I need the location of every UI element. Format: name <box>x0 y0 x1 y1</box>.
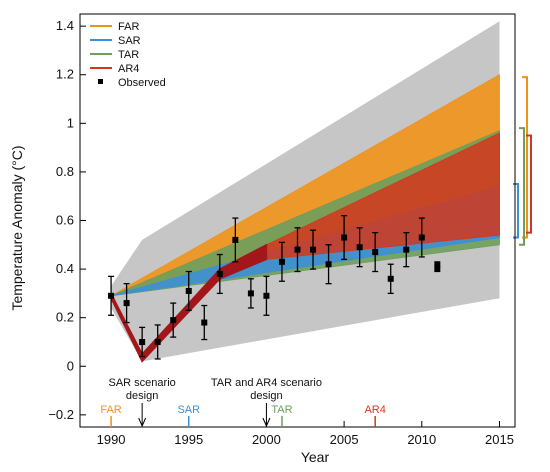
y-axis-label: Temperature Anomaly (°C) <box>9 145 25 310</box>
observed-point <box>201 319 208 326</box>
x-tick-label: 2015 <box>485 432 514 447</box>
legend-label-tar: TAR <box>118 49 139 61</box>
range-bar-tar <box>519 127 525 246</box>
y-tick-label: 0 <box>67 358 74 373</box>
y-tick-label: 1 <box>67 115 74 130</box>
y-tick-label: 0.8 <box>56 164 74 179</box>
observed-point <box>123 300 130 307</box>
x-tick-label: 1990 <box>97 432 126 447</box>
observed-point <box>325 261 332 268</box>
y-tick-label: 1.2 <box>56 67 74 82</box>
observed-point <box>232 236 239 243</box>
observed-point <box>263 292 270 299</box>
observed-point <box>108 292 115 299</box>
y-tick-label: −0.2 <box>48 407 74 422</box>
y-tick-label: 0.6 <box>56 213 74 228</box>
annotation-arrow-head <box>138 417 147 428</box>
y-tick-label: 0.4 <box>56 261 74 276</box>
legend-label-sar: SAR <box>118 35 141 47</box>
y-tick-label: 0.2 <box>56 310 74 325</box>
observed-point <box>247 290 254 297</box>
report-marker-label-far: FAR <box>100 404 121 416</box>
observed-points-layer <box>108 214 441 360</box>
x-tick-label: 2010 <box>407 432 436 447</box>
legend-label-far: FAR <box>118 21 139 33</box>
observed-point <box>434 261 441 268</box>
x-tick-label: 1995 <box>174 432 203 447</box>
observed-point <box>418 234 425 241</box>
observed-point <box>356 244 363 251</box>
legend-label-ar4: AR4 <box>118 63 139 75</box>
observed-point <box>185 287 192 294</box>
observed-point <box>310 246 317 253</box>
observed-point <box>294 246 301 253</box>
projection-band-ar4 <box>111 133 500 362</box>
x-tick-label: 2005 <box>330 432 359 447</box>
report-marker-label-tar: TAR <box>271 404 292 416</box>
range-bar-ar4 <box>526 134 532 234</box>
annotation-arrow-head <box>262 417 271 428</box>
legend: FAR SAR TAR AR4 Observed <box>90 21 166 89</box>
observed-point <box>387 275 394 282</box>
observed-point <box>278 258 285 265</box>
observed-point <box>154 338 161 345</box>
axes-layer: 1990 1995 2000 2005 2010 2015 −0.2 0 0.2 0.4 0.6 0.… <box>48 13 516 447</box>
legend-swatch-observed <box>98 79 103 84</box>
annotation-tar-ar4-scenario-design: TAR and AR4 scenario design <box>211 377 322 402</box>
range-bars-layer <box>513 76 532 246</box>
observed-point <box>216 270 223 277</box>
observed-point <box>434 266 441 273</box>
x-axis-label: Year <box>301 449 330 465</box>
observed-point <box>341 234 348 241</box>
observed-point <box>139 338 146 345</box>
annotations-layer: SAR scenario design TAR and AR4 scenario de… <box>100 377 386 428</box>
observed-point <box>170 317 177 324</box>
annotation-sar-scenario-design: SAR scenario design <box>109 377 176 402</box>
legend-label-observed: Observed <box>118 77 166 89</box>
observed-point <box>372 249 379 256</box>
x-tick-label: 2000 <box>252 432 281 447</box>
report-marker-label-ar4: AR4 <box>364 404 385 416</box>
y-tick-label: 1.4 <box>56 18 74 33</box>
report-marker-label-sar: SAR <box>177 404 200 416</box>
projection-bands-layer <box>110 74 500 363</box>
observed-point <box>403 246 410 253</box>
